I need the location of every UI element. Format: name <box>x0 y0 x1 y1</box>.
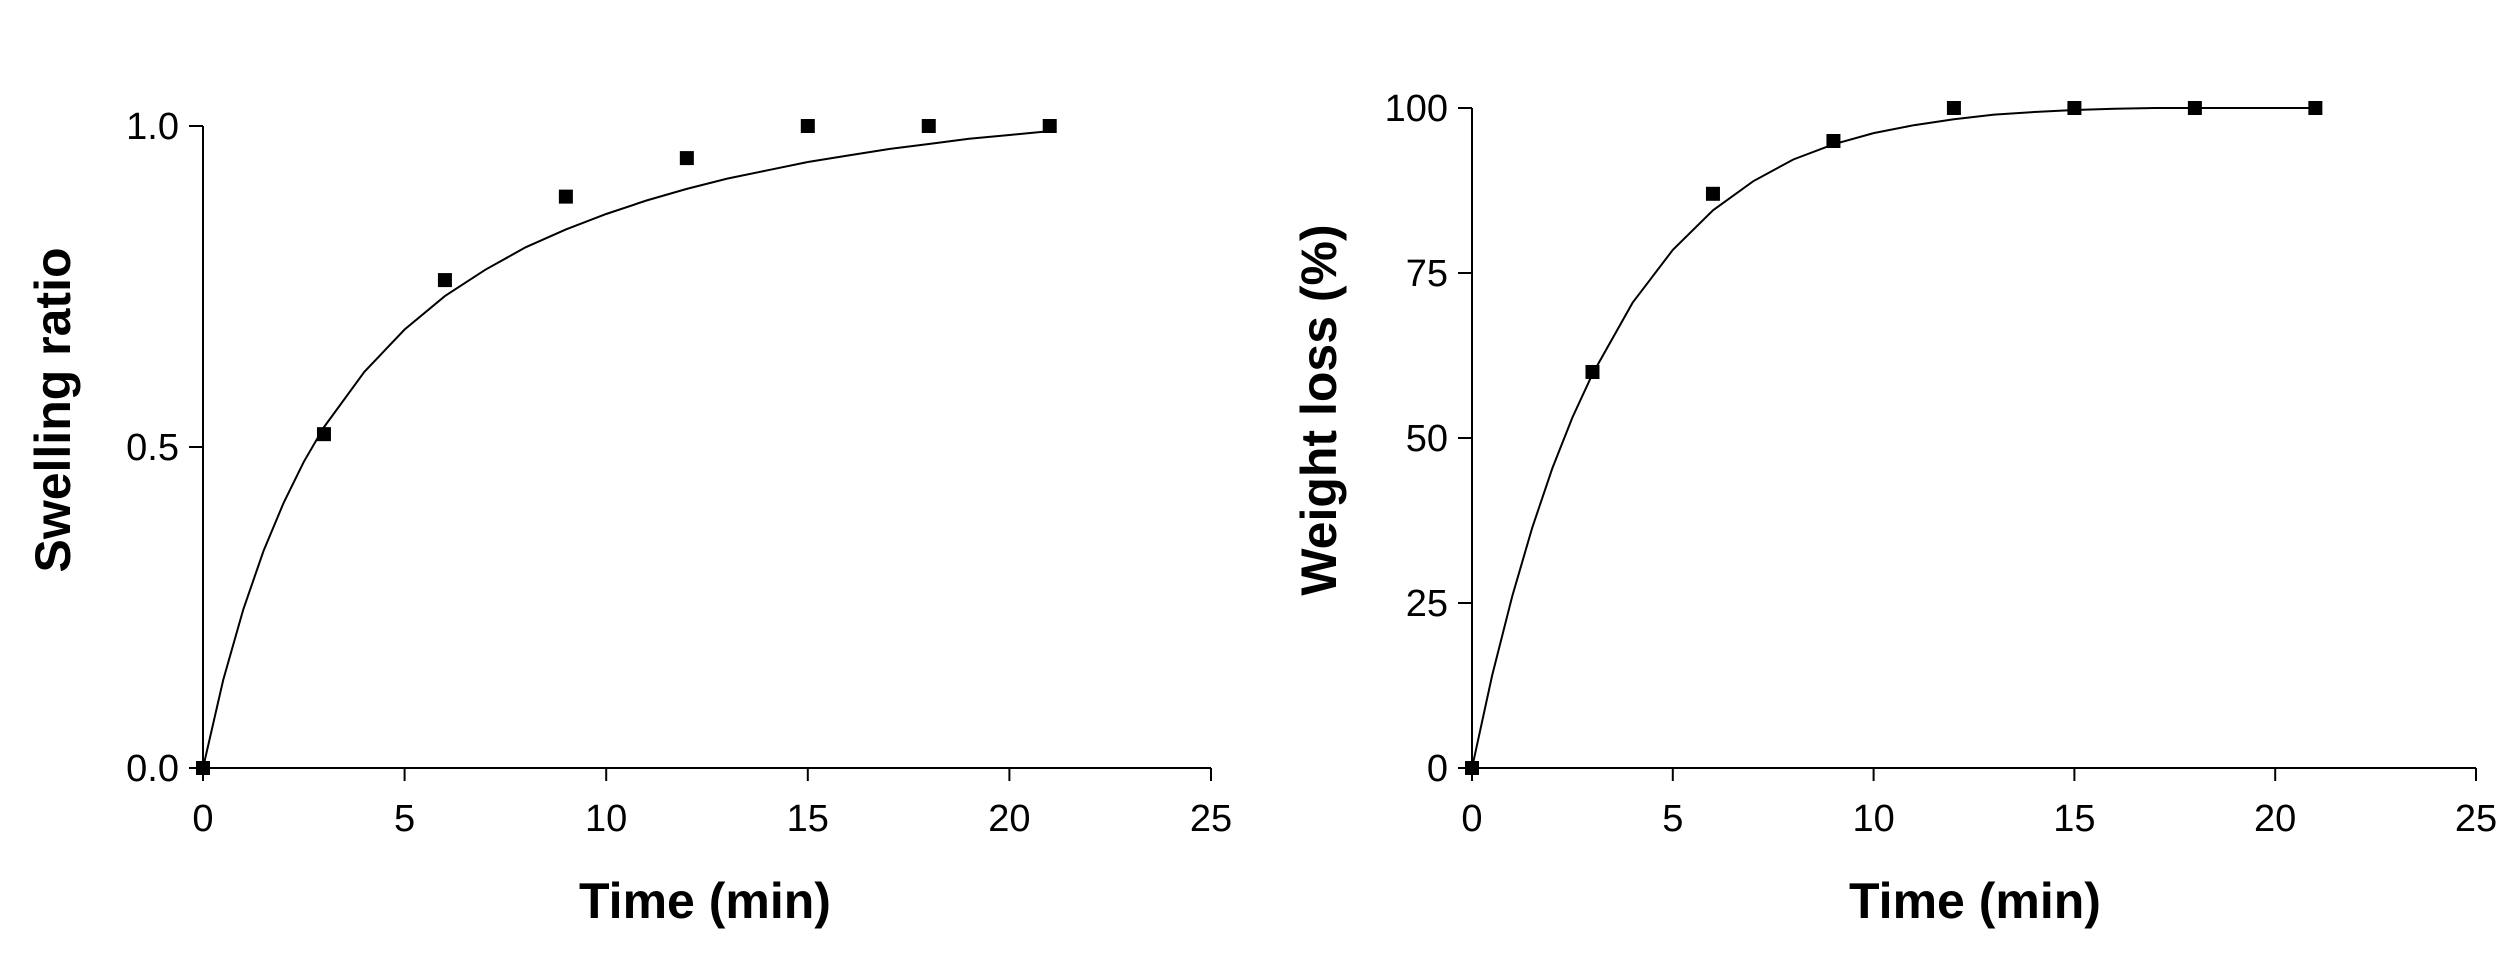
x-tick-label: 0 <box>1461 798 1482 840</box>
weight-loss-chart: 0 5 10 15 20 25 0 25 50 75 100 Time (min) Weight los… <box>1291 88 2497 929</box>
y-axis-title: Swelling ratio <box>25 247 81 572</box>
data-point <box>2308 101 2323 115</box>
data-point <box>2187 101 2202 115</box>
data-point <box>1705 186 1720 201</box>
swelling-ratio-chart: 0 5 10 15 20 25 0.0 0.5 1.0 Time (min) Swelling ra… <box>25 106 1232 929</box>
x-tick-label: 5 <box>1662 798 1683 840</box>
data-point <box>1042 119 1057 133</box>
y-tick-label: 0.0 <box>126 748 179 790</box>
x-tick-label: 5 <box>394 798 415 840</box>
y-tick-label: 0 <box>1427 748 1448 790</box>
data-point <box>1465 761 1479 775</box>
y-tick-label: 25 <box>1406 583 1448 625</box>
y-tick-label: 0.5 <box>126 427 179 469</box>
x-tick-label: 15 <box>2053 798 2095 840</box>
data-point <box>800 119 815 133</box>
data-point <box>921 119 936 133</box>
data-point <box>1946 101 1961 115</box>
x-tick-label: 10 <box>1852 798 1894 840</box>
data-point <box>196 761 210 775</box>
y-tick-label: 50 <box>1406 418 1448 460</box>
y-tick-label: 1.0 <box>126 106 179 148</box>
data-point <box>316 427 331 442</box>
x-tick-label: 15 <box>787 798 829 840</box>
fit-curve-line <box>202 130 1050 769</box>
x-tick-label: 25 <box>1190 798 1232 840</box>
data-point <box>437 273 452 288</box>
fit-curve-line <box>1471 107 2316 769</box>
y-tick-label: 100 <box>1385 88 1448 130</box>
x-tick-label: 20 <box>988 798 1030 840</box>
data-point <box>2067 101 2082 115</box>
y-tick-label: 75 <box>1406 253 1448 295</box>
x-tick-label: 25 <box>2455 798 2497 840</box>
y-axis-title: Weight loss (%) <box>1291 224 1347 595</box>
x-axis-title: Time (min) <box>579 873 831 929</box>
x-tick-label: 10 <box>585 798 627 840</box>
x-axis-title: Time (min) <box>1849 873 2101 929</box>
data-point <box>679 151 694 166</box>
data-point <box>558 189 573 204</box>
data-point <box>1585 365 1600 379</box>
x-tick-label: 0 <box>192 798 213 840</box>
x-tick-label: 20 <box>2254 798 2296 840</box>
data-point <box>1826 134 1841 148</box>
